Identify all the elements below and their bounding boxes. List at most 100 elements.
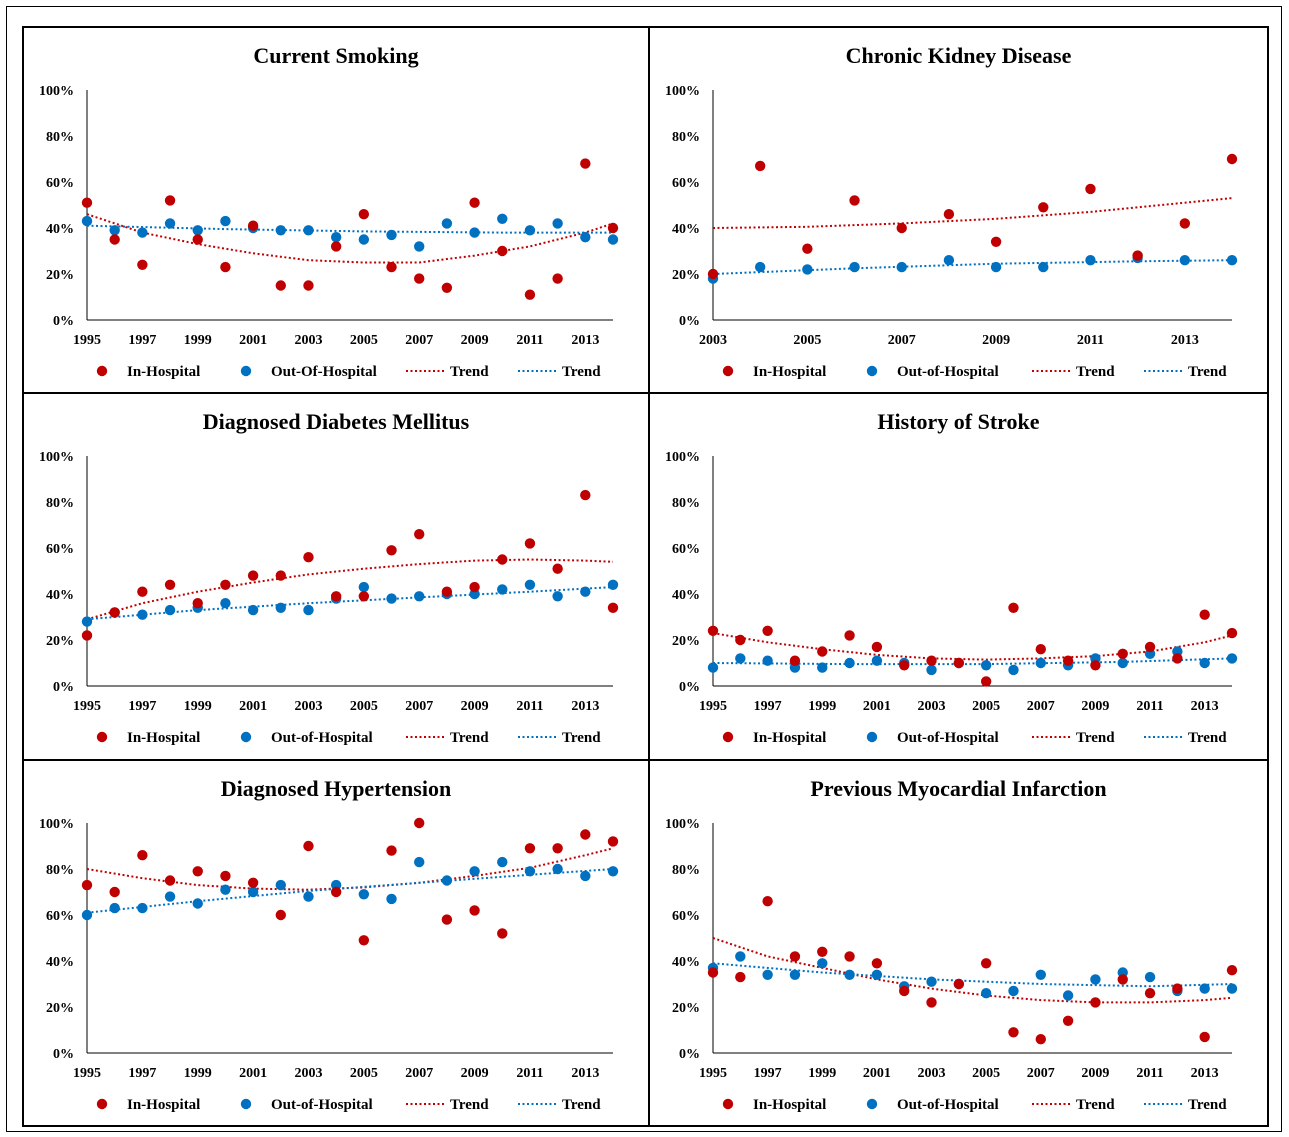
x-tick-label: 2011 xyxy=(1136,1066,1163,1081)
x-tick-label: 2007 xyxy=(888,333,916,348)
point-out-of-hospital xyxy=(414,591,425,602)
point-in-hospital xyxy=(1117,648,1128,659)
y-tick-label: 40% xyxy=(46,955,74,970)
y-tick-label: 0% xyxy=(679,314,700,329)
y-tick-label: 60% xyxy=(46,909,74,924)
y-tick-label: 60% xyxy=(46,176,74,191)
point-out-of-hospital xyxy=(762,655,773,666)
point-in-hospital xyxy=(849,195,860,206)
x-tick-label: 1995 xyxy=(699,1066,727,1081)
legend-marker-in-hospital xyxy=(96,1098,108,1110)
point-out-of-hospital xyxy=(735,951,746,962)
point-out-of-hospital xyxy=(1226,653,1238,664)
point-out-of-hospital xyxy=(386,593,397,604)
legend-label-trend-in: Trend xyxy=(1076,730,1115,746)
point-in-hospital xyxy=(275,570,286,581)
point-out-of-hospital xyxy=(990,261,1002,273)
point-out-of-hospital xyxy=(358,234,370,245)
point-out-of-hospital xyxy=(220,598,231,609)
x-tick-label: 2003 xyxy=(294,1066,322,1081)
x-tick-label: 1999 xyxy=(184,699,212,714)
point-in-hospital xyxy=(1008,602,1019,613)
legend-label-trend-in: Trend xyxy=(450,1097,489,1113)
point-in-hospital xyxy=(607,602,619,613)
point-in-hospital xyxy=(1144,988,1156,999)
x-tick-label: 2003 xyxy=(294,699,322,714)
legend-label-trend-in: Trend xyxy=(1076,1097,1115,1113)
chart-svg: Diagnosed Hypertension 0% 20% 40% 60% 80% 100%… xyxy=(39,776,619,1113)
point-out-of-hospital xyxy=(1144,971,1156,983)
x-tick-label: 2001 xyxy=(863,699,891,714)
point-out-of-hospital xyxy=(552,591,563,602)
point-in-hospital xyxy=(926,997,937,1008)
point-in-hospital xyxy=(330,591,342,602)
legend-label-in-hospital: In-Hospital xyxy=(753,1097,826,1113)
chart-title: Previous Myocardial Infarction xyxy=(810,776,1106,801)
x-tick-label: 2005 xyxy=(350,333,378,348)
point-in-hospital xyxy=(953,978,965,990)
point-out-of-hospital xyxy=(1008,985,1019,997)
point-out-of-hospital xyxy=(896,261,907,273)
panel-previous-myocardial-infarction: Previous Myocardial Infarction 0% 20% 40% 60… xyxy=(648,759,1269,1127)
y-tick-label: 60% xyxy=(46,542,74,557)
point-out-of-hospital xyxy=(441,218,453,229)
x-tick-label: 1999 xyxy=(808,699,836,714)
x-tick-label: 2007 xyxy=(1027,1066,1055,1081)
legend: In-Hospital Out-of-Hospital Trend Trend xyxy=(722,364,1227,380)
point-in-hospital xyxy=(1035,1034,1046,1045)
legend: In-Hospital Out-of-Hospital Trend Trend xyxy=(96,730,601,746)
point-in-hospital xyxy=(469,905,480,916)
x-tick-label: 1995 xyxy=(73,1066,101,1081)
y-tick-label: 100% xyxy=(39,450,74,465)
point-in-hospital xyxy=(1062,1015,1074,1026)
series-out-of-hospital xyxy=(81,579,619,627)
x-tick-label: 2009 xyxy=(1081,1066,1109,1081)
x-tick-label: 1995 xyxy=(73,699,101,714)
x-tick-label: 2005 xyxy=(350,699,378,714)
y-tick-label: 80% xyxy=(672,863,700,878)
point-in-hospital xyxy=(81,879,93,891)
point-in-hospital xyxy=(386,261,397,273)
point-out-of-hospital xyxy=(137,902,148,914)
point-in-hospital xyxy=(844,630,855,641)
panel-diagnosed-diabetes-mellitus: Diagnosed Diabetes Mellitus 0% 20% 40% 60% 80… xyxy=(22,392,650,761)
point-in-hospital xyxy=(192,598,203,609)
point-in-hospital xyxy=(1199,609,1210,620)
y-tick-label: 20% xyxy=(672,634,700,649)
y-tick-label: 80% xyxy=(46,130,74,145)
point-out-of-hospital xyxy=(552,218,563,229)
y-tick-label: 40% xyxy=(46,588,74,603)
point-in-hospital xyxy=(414,529,425,540)
point-out-of-hospital xyxy=(980,660,992,671)
point-in-hospital xyxy=(220,870,231,882)
point-in-hospital xyxy=(192,866,203,877)
legend-label-trend-out: Trend xyxy=(1188,1097,1227,1113)
trend-line-in-hospital xyxy=(86,558,614,621)
point-in-hospital xyxy=(469,581,480,593)
point-in-hospital xyxy=(1226,965,1238,976)
legend-label-out-of-hospital: Out-of-Hospital xyxy=(271,1097,373,1113)
point-in-hospital xyxy=(469,197,480,208)
point-out-of-hospital xyxy=(497,584,508,595)
point-in-hospital xyxy=(109,607,120,618)
point-out-of-hospital xyxy=(414,856,425,868)
y-tick-label: 100% xyxy=(665,450,700,465)
point-out-of-hospital xyxy=(303,604,314,616)
x-tick-label: 2013 xyxy=(1171,333,1199,348)
y-tick-label: 100% xyxy=(39,817,74,832)
point-out-of-hospital xyxy=(109,225,120,236)
chart-svg: Diagnosed Diabetes Mellitus 0% 20% 40% 60% 80… xyxy=(39,409,619,746)
legend-label-out-of-hospital: Out-of-Hospital xyxy=(271,730,373,746)
series-in-hospital xyxy=(81,489,619,641)
point-in-hospital xyxy=(953,657,965,669)
point-out-of-hospital xyxy=(524,866,536,877)
point-in-hospital xyxy=(707,625,719,636)
point-out-of-hospital xyxy=(802,264,813,275)
chart-title: History of Stroke xyxy=(877,409,1039,434)
x-tick-label: 1999 xyxy=(184,1066,212,1081)
point-in-hospital xyxy=(386,845,397,856)
x-tick-label: 2013 xyxy=(571,333,599,348)
panel-history-of-stroke: History of Stroke 0% 20% 40% 60% 80% 100% 1995 1… xyxy=(648,392,1269,761)
x-tick-label: 2009 xyxy=(461,333,489,348)
